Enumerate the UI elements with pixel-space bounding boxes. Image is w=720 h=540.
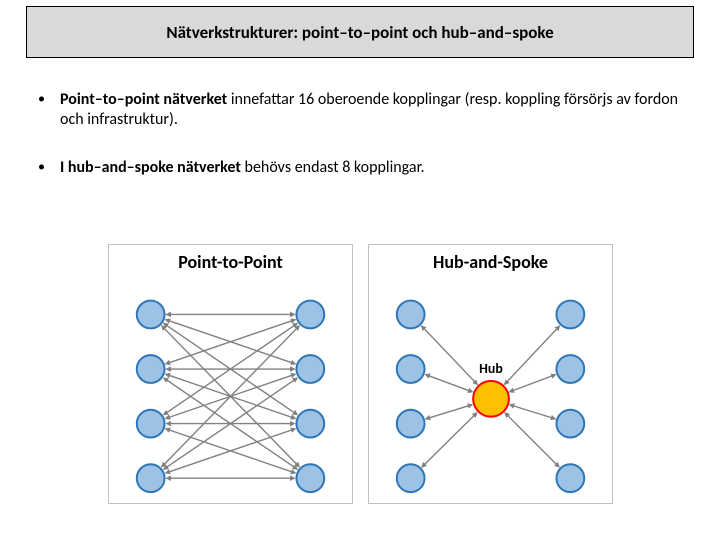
node-icon (137, 355, 165, 383)
node-icon (397, 355, 425, 383)
node-icon (137, 301, 165, 329)
diagram-row: Point-to-Point Hub-and-Spoke Hub (108, 244, 613, 504)
node-icon (397, 301, 425, 329)
node-icon (556, 355, 584, 383)
hub-node-icon (473, 381, 509, 417)
node-icon (296, 410, 324, 438)
node-icon (397, 464, 425, 492)
node-icon (137, 410, 165, 438)
hub-label: Hub (479, 360, 503, 377)
node-icon (296, 464, 324, 492)
edge (422, 413, 477, 467)
node-icon (556, 301, 584, 329)
panel-hub-and-spoke: Hub-and-Spoke Hub (368, 244, 613, 504)
edge (510, 405, 555, 419)
edge (505, 413, 559, 467)
slide: Nätverkstrukturer: point–to–point och hu… (0, 0, 720, 540)
hub-diagram: Hub (369, 245, 612, 503)
slide-title: Nätverkstrukturer: point–to–point och hu… (166, 22, 553, 43)
bullet-item: I hub–and–spoke nätverket behövs endast … (32, 158, 680, 178)
node-icon (296, 355, 324, 383)
panel-point-to-point: Point-to-Point (108, 244, 353, 504)
node-icon (296, 301, 324, 329)
p2p-diagram (109, 245, 352, 503)
title-bar: Nätverkstrukturer: point–to–point och hu… (26, 6, 694, 58)
bullet-list: Point–to–point nätverket innefattar 16 o… (32, 90, 680, 206)
edge (426, 375, 473, 392)
edge (426, 405, 472, 419)
node-icon (556, 464, 584, 492)
edge (510, 375, 556, 392)
node-icon (556, 410, 584, 438)
node-icon (397, 410, 425, 438)
bullet-item: Point–to–point nätverket innefattar 16 o… (32, 90, 680, 130)
node-icon (137, 464, 165, 492)
